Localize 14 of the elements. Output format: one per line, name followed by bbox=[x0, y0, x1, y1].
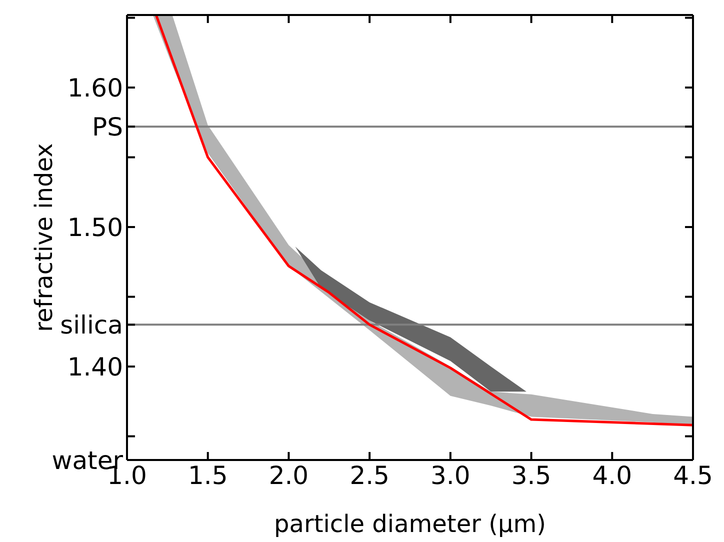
x-tick-label: 4.0 bbox=[592, 460, 632, 490]
x-tick-label: 3.0 bbox=[430, 460, 470, 490]
y-axis-title: refractive index bbox=[30, 143, 58, 332]
x-tick-label: 2.0 bbox=[268, 460, 309, 490]
x-tick-label: 1.5 bbox=[188, 460, 228, 490]
x-tick-label: 3.5 bbox=[511, 460, 552, 490]
y-tick-label: PS bbox=[92, 112, 123, 142]
y-tick-label: 1.50 bbox=[67, 212, 123, 242]
y-tick-label: 1.40 bbox=[67, 352, 123, 382]
x-tick-label: 2.5 bbox=[350, 460, 390, 490]
x-axis-title: particle diameter (µm) bbox=[274, 510, 546, 538]
y-tick-label: 1.60 bbox=[67, 73, 123, 102]
x-tick-label: 4.5 bbox=[673, 460, 713, 490]
y-tick-label: silica bbox=[60, 310, 123, 340]
